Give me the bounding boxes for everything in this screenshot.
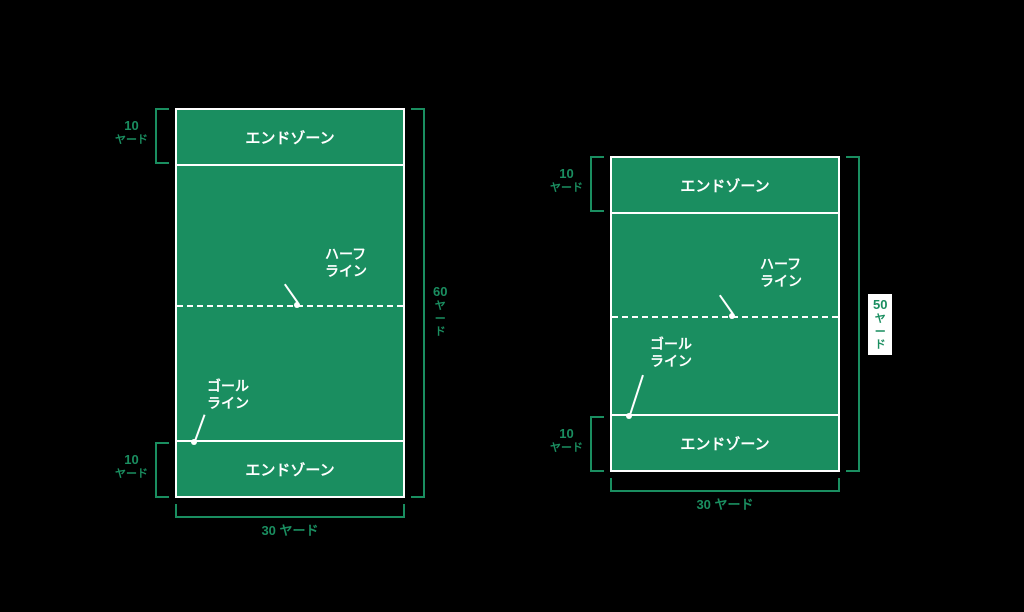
dim-label-left-top: 10 ヤード <box>550 166 583 195</box>
goal-line-callout: ゴール ライン <box>207 378 249 412</box>
end-zone-bottom: エンドゾーン <box>612 414 838 470</box>
dim-label-left-bottom: 10 ヤード <box>550 426 583 455</box>
half-line-label: ハーフ ライン <box>760 256 802 289</box>
half-line-callout: ハーフ ライン <box>760 256 802 290</box>
dim-bracket-right <box>411 108 425 498</box>
field-large: エンドゾーン エンドゾーン ハーフ ライン ゴール ライン <box>175 108 405 498</box>
field-diagram-large: エンドゾーン エンドゾーン ハーフ ライン ゴール ライン 10 ヤード <box>175 108 405 498</box>
dim-value: 30 ヤード <box>261 523 318 538</box>
callout-line <box>629 375 644 416</box>
dim-value: 10 <box>550 426 583 442</box>
end-zone-label: エンドゾーン <box>680 433 769 454</box>
dim-unit: ヤード <box>433 300 447 340</box>
dim-label-left-top: 10 ヤード <box>115 118 148 147</box>
half-line-label: ハーフ ライン <box>325 246 367 279</box>
dim-label-left-bottom: 10 ヤード <box>115 452 148 481</box>
dim-value: 50 <box>873 297 887 313</box>
dim-label-right: 60 ヤード <box>433 284 447 339</box>
dim-bracket-right <box>846 156 860 472</box>
dim-unit: ヤード <box>115 134 148 147</box>
dim-value: 60 <box>433 284 447 300</box>
end-zone-label: エンドゾーン <box>245 127 334 148</box>
half-line <box>612 316 838 318</box>
callout-line <box>284 284 299 304</box>
callout-line <box>719 295 734 315</box>
callout-line <box>194 414 205 441</box>
dim-value: 10 <box>115 452 148 468</box>
goal-line-label: ゴール ライン <box>650 336 692 369</box>
half-line <box>177 305 403 307</box>
dim-bracket-bottom <box>175 504 405 518</box>
field-small: エンドゾーン エンドゾーン ハーフ ライン ゴール ライン <box>610 156 840 472</box>
end-zone-label: エンドゾーン <box>680 175 769 196</box>
dim-bracket-left-top <box>155 108 169 164</box>
dim-label-bottom: 30 ヤード <box>610 497 840 513</box>
dim-unit: ヤード <box>550 442 583 455</box>
end-zone-bottom: エンドゾーン <box>177 440 403 496</box>
half-line-callout: ハーフ ライン <box>325 246 367 280</box>
dim-unit: ヤード <box>550 182 583 195</box>
dim-label-bottom: 30 ヤード <box>175 523 405 539</box>
dim-value: 30 ヤード <box>696 497 753 512</box>
end-zone-top: エンドゾーン <box>177 110 403 166</box>
dim-bracket-left-top <box>590 156 604 212</box>
dim-bracket-bottom <box>610 478 840 492</box>
dim-value: 10 <box>115 118 148 134</box>
goal-line-label: ゴール ライン <box>207 378 249 411</box>
field-diagram-small: エンドゾーン エンドゾーン ハーフ ライン ゴール ライン 10 ヤード 1 <box>610 156 840 472</box>
dim-unit: ヤード <box>873 313 887 353</box>
dim-label-right-highlight: 50 ヤード <box>868 294 892 355</box>
dim-value: 10 <box>550 166 583 182</box>
end-zone-label: エンドゾーン <box>245 459 334 480</box>
dim-unit: ヤード <box>115 468 148 481</box>
dim-bracket-left-bottom <box>590 416 604 472</box>
dim-bracket-left-bottom <box>155 442 169 498</box>
end-zone-top: エンドゾーン <box>612 158 838 214</box>
goal-line-callout: ゴール ライン <box>650 336 692 370</box>
